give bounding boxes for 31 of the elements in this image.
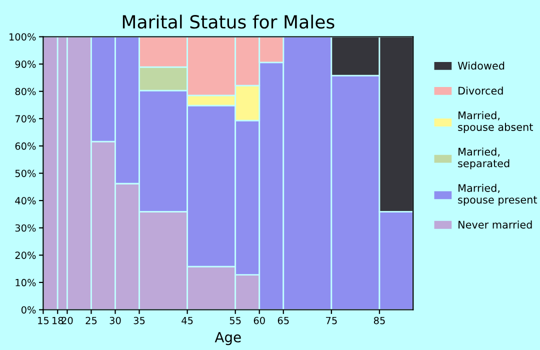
y-tick-label: 100%: [10, 33, 36, 41]
legend-label: Never married: [458, 220, 532, 229]
x-tick-label: 75: [326, 316, 337, 324]
y-tick-label: 10%: [16, 278, 36, 286]
x-tick-label: 25: [86, 316, 97, 324]
y-tick-label: 40%: [15, 197, 36, 204]
chart-title: Marital Status for Males: [122, 14, 334, 29]
legend-label: Divorced: [458, 86, 503, 95]
x-tick-label: 60: [254, 316, 265, 324]
y-tick-label: 70%: [15, 115, 36, 122]
x-tick-label: 65: [278, 316, 289, 324]
y-tick-label: 0%: [21, 306, 36, 314]
y-tick-label: 90%: [15, 60, 36, 68]
legend-label: Married, separated: [458, 148, 510, 170]
x-tick-label: 55: [230, 316, 241, 324]
y-tick-label: 20%: [15, 252, 36, 259]
x-tick-label: 35: [134, 316, 145, 324]
x-tick-label: 30: [110, 316, 121, 324]
y-tick-label: 30%: [15, 224, 36, 232]
y-tick-label: 60%: [15, 142, 36, 150]
legend-label: Married, spouse absent: [458, 111, 533, 133]
legend-label: Married, spouse present: [458, 184, 538, 206]
x-tick-label: 18: [52, 316, 64, 324]
x-axis-title: Age: [214, 332, 241, 346]
y-tick-label: 50%: [15, 170, 36, 178]
x-tick-label: 45: [182, 316, 193, 324]
x-tick-label: 85: [374, 316, 385, 324]
x-tick-label: 20: [62, 316, 73, 324]
y-tick-label: 80%: [15, 88, 36, 96]
x-tick-label: 15: [38, 316, 49, 324]
legend-label: Widowed: [458, 62, 504, 70]
